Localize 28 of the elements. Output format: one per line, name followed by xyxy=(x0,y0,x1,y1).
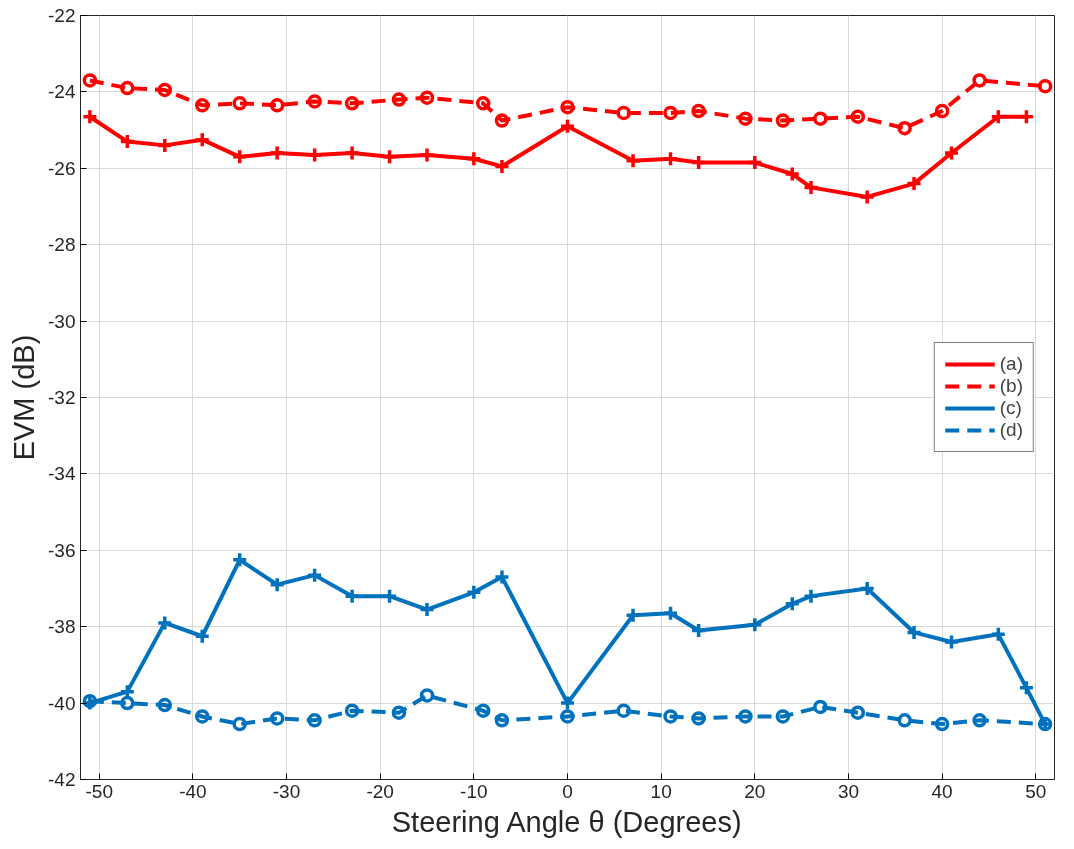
y-tick-label: -28 xyxy=(48,234,76,256)
x-tick-label: 50 xyxy=(1025,780,1047,802)
x-tick-label: 20 xyxy=(744,780,766,802)
y-tick-label: -30 xyxy=(48,310,76,332)
x-tick-label: 40 xyxy=(931,780,953,802)
legend-label: (b) xyxy=(999,375,1023,397)
x-tick-label: 30 xyxy=(837,780,860,802)
y-tick-label: -38 xyxy=(48,616,76,638)
y-tick-label: -24 xyxy=(48,81,76,103)
legend-label: (d) xyxy=(999,419,1023,441)
y-tick-label: -40 xyxy=(48,692,76,714)
legend-label: (a) xyxy=(999,353,1023,375)
x-tick-label: -10 xyxy=(460,780,488,802)
y-tick-label: -34 xyxy=(48,463,76,485)
y-tick-label: -32 xyxy=(48,387,76,408)
x-tick-label: -40 xyxy=(179,780,207,802)
y-tick-label: -42 xyxy=(48,769,76,790)
x-tick-label: -50 xyxy=(85,780,113,802)
y-tick-label: -36 xyxy=(48,539,76,561)
x-tick-label: -30 xyxy=(272,780,301,802)
y-axis-title: EVM (dB) xyxy=(8,334,41,461)
x-tick-label: 10 xyxy=(650,780,672,802)
y-tick-label: -22 xyxy=(48,5,76,26)
x-tick-label: -20 xyxy=(366,780,394,802)
x-tick-label: 0 xyxy=(562,780,573,802)
x-axis-title: Steering Angle θ (Degrees) xyxy=(391,805,742,838)
y-tick-label: -26 xyxy=(48,157,76,179)
legend-label: (c) xyxy=(999,397,1022,419)
